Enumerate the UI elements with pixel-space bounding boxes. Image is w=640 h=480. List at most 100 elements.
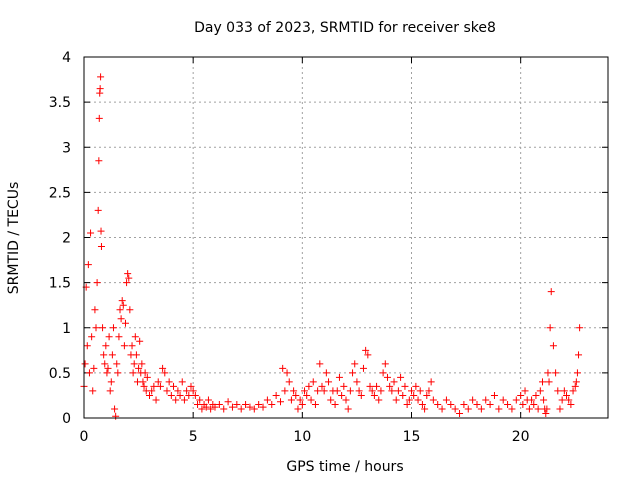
- data-point: [442, 396, 450, 404]
- data-point: [495, 405, 503, 413]
- data-point: [141, 369, 149, 377]
- data-point: [150, 382, 158, 390]
- data-point: [140, 382, 148, 390]
- data-point: [97, 227, 105, 235]
- data-point: [111, 405, 119, 413]
- data-point: [132, 351, 140, 359]
- data-point: [279, 364, 287, 372]
- data-point: [89, 387, 97, 395]
- data-point: [558, 396, 566, 404]
- data-point: [117, 315, 125, 323]
- data-point: [423, 391, 431, 399]
- data-point: [379, 369, 387, 377]
- data-point: [296, 396, 304, 404]
- data-point: [259, 403, 267, 411]
- data-point: [301, 387, 309, 395]
- data-point: [114, 369, 122, 377]
- data-point: [108, 351, 116, 359]
- data-point: [427, 378, 435, 386]
- data-point: [106, 387, 114, 395]
- data-point: [554, 387, 562, 395]
- data-point: [390, 378, 398, 386]
- data-point: [340, 382, 348, 390]
- data-point: [508, 405, 516, 413]
- data-point: [123, 279, 131, 287]
- data-point: [540, 396, 548, 404]
- data-point: [563, 391, 571, 399]
- y-tick-label: 1: [62, 321, 71, 337]
- data-point: [556, 405, 564, 413]
- data-point: [124, 270, 132, 278]
- data-point: [331, 400, 339, 408]
- data-point: [215, 400, 223, 408]
- data-point: [469, 396, 477, 404]
- data-point: [99, 324, 107, 332]
- data-point: [316, 360, 324, 368]
- data-point: [167, 391, 175, 399]
- data-point: [120, 342, 128, 350]
- data-point: [464, 405, 472, 413]
- y-tick-label: 3: [62, 140, 71, 156]
- data-point: [131, 333, 139, 341]
- data-point: [97, 243, 105, 251]
- data-point: [94, 206, 102, 214]
- data-point: [220, 405, 228, 413]
- data-point: [163, 387, 171, 395]
- data-point: [401, 382, 409, 390]
- data-point: [183, 387, 191, 395]
- data-point: [530, 400, 538, 408]
- data-point: [90, 364, 98, 372]
- data-point: [84, 261, 92, 269]
- data-point: [383, 373, 391, 381]
- data-point: [456, 409, 464, 417]
- data-point: [255, 400, 263, 408]
- data-point: [438, 405, 446, 413]
- data-point: [567, 400, 575, 408]
- data-point: [165, 378, 173, 386]
- data-point: [91, 306, 99, 314]
- data-point: [434, 400, 442, 408]
- data-point: [204, 396, 212, 404]
- data-point: [285, 378, 293, 386]
- data-point: [314, 387, 322, 395]
- data-point: [116, 306, 124, 314]
- data-point: [362, 346, 370, 354]
- data-point: [287, 396, 295, 404]
- x-axis-label: GPS time / hours: [286, 459, 403, 475]
- data-point: [333, 387, 341, 395]
- data-point: [180, 396, 188, 404]
- data-point: [112, 412, 120, 420]
- data-point: [349, 369, 357, 377]
- data-point: [335, 373, 343, 381]
- data-point: [499, 396, 507, 404]
- data-point: [542, 409, 550, 417]
- y-tick-label: 4: [62, 50, 71, 66]
- data-point: [408, 387, 415, 395]
- x-tick-label: 15: [403, 429, 421, 445]
- data-point: [325, 378, 333, 386]
- data-point: [159, 364, 167, 372]
- data-point: [552, 369, 560, 377]
- data-point: [298, 400, 306, 408]
- data-point: [394, 387, 402, 395]
- data-point: [477, 405, 485, 413]
- data-point: [104, 364, 112, 372]
- data-point: [307, 396, 315, 404]
- x-tick-label: 20: [512, 429, 530, 445]
- data-point: [412, 382, 420, 390]
- data-point: [490, 391, 498, 399]
- data-point: [88, 333, 96, 341]
- grid: [84, 57, 608, 418]
- data-point: [250, 405, 258, 413]
- data-point: [263, 396, 271, 404]
- data-point: [318, 382, 326, 390]
- data-point: [109, 324, 117, 332]
- data-point: [418, 400, 426, 408]
- data-point: [105, 333, 113, 341]
- data-point: [351, 360, 359, 368]
- data-point: [327, 396, 335, 404]
- y-tick-label: 0: [62, 411, 71, 427]
- data-point: [152, 396, 160, 404]
- y-axis-label: SRMTID / TECUs: [6, 182, 22, 295]
